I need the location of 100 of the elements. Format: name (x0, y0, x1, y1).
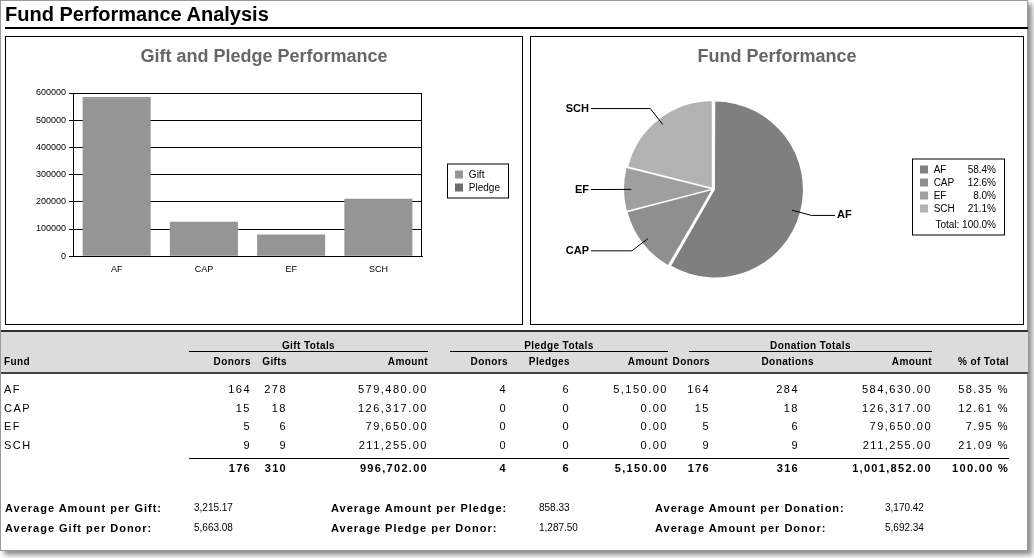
text: 0 (499, 420, 507, 432)
text: 176 (687, 462, 710, 474)
text: 1,287.50 (539, 522, 578, 533)
text: 278 (264, 383, 287, 395)
text: Donors (213, 356, 251, 367)
text: 7.95 % (965, 420, 1009, 432)
text: 126,317.00 (357, 402, 428, 414)
text: % of Total (957, 356, 1009, 367)
text: 579,480.00 (357, 383, 428, 395)
chart-title: Fund Performance (697, 45, 857, 67)
text: 211,255.00 (862, 439, 932, 451)
text: 310 (264, 462, 287, 474)
text: 15 (235, 402, 251, 414)
text: 996,702.00 (359, 462, 428, 474)
text: 0 (562, 420, 570, 432)
text: Pledges (528, 356, 570, 367)
text: 211,255.00 (358, 439, 428, 451)
text: 584,630.00 (861, 383, 932, 395)
x-tick-label: CAP (194, 264, 214, 275)
text: 0.00 (640, 402, 668, 414)
y-tick-label: 100000 (35, 223, 67, 234)
text: 6 (279, 420, 287, 432)
x-tick-label: AF (110, 264, 123, 275)
text: 9 (702, 439, 710, 451)
text: CAP (4, 402, 32, 414)
slice-label: SCH (565, 101, 590, 114)
text: EF (4, 420, 22, 432)
y-tick-label: 500000 (35, 114, 67, 125)
text: 4 (499, 383, 507, 395)
text: Donors (672, 356, 710, 367)
text: 126,317.00 (861, 402, 932, 414)
text: Average Amount per Donation: (655, 502, 845, 514)
text: 18 (271, 402, 287, 414)
text: 6 (562, 462, 570, 474)
text: 9 (243, 439, 251, 451)
text: 5,692.34 (885, 522, 924, 533)
text: 6 (791, 420, 799, 432)
text: Pledge Totals (524, 340, 594, 351)
text: 18 (783, 402, 799, 414)
legend-label: CAP (933, 176, 955, 188)
text: Average Gift per Donor: (5, 522, 153, 534)
text: Donations (761, 356, 814, 367)
y-tick-label: 600000 (35, 87, 67, 98)
slice-label: AF (837, 208, 852, 221)
x-tick-label: EF (285, 264, 298, 275)
text: Average Amount per Gift: (5, 502, 163, 514)
text: Gift Totals (281, 340, 336, 351)
text: 0 (562, 439, 570, 451)
text: 5,150.00 (614, 462, 668, 474)
text: Average Amount per Donor: (655, 522, 827, 534)
slice-label: EF (574, 182, 590, 195)
text: Average Pledge per Donor: (331, 522, 498, 534)
text: Amount (627, 356, 668, 367)
text: Donation Totals (770, 340, 851, 351)
text: 0 (499, 439, 507, 451)
text: 164 (228, 383, 251, 395)
text: 3,170.42 (885, 502, 924, 513)
text: 5,663.08 (194, 522, 233, 533)
text: 0.00 (640, 420, 668, 432)
text: 0 (562, 402, 570, 414)
text: Average Amount per Pledge: (331, 502, 508, 514)
text: 100.00 % (952, 462, 1009, 474)
bar (169, 221, 238, 256)
text: Donors (470, 356, 508, 367)
text: 0.00 (640, 439, 668, 451)
legend-label: EF (933, 189, 947, 201)
text: 6 (562, 383, 570, 395)
text: 79,650.00 (365, 420, 428, 432)
text: Fund Performance Analysis (5, 2, 269, 26)
text: 9 (279, 439, 287, 451)
bar (82, 98, 151, 256)
chart-title: Gift and Pledge Performance (140, 45, 388, 67)
bar (344, 198, 413, 256)
text: 1,001,852.00 (852, 462, 932, 474)
y-tick-label: 0 (61, 250, 67, 261)
y-tick-label: 200000 (35, 196, 67, 207)
text: 5 (243, 420, 251, 432)
text: 3,215.17 (194, 502, 233, 513)
legend-label: AF (933, 163, 947, 175)
text: 4 (499, 462, 507, 474)
text: AF (4, 383, 22, 395)
data-label: 12.6% (967, 176, 996, 188)
text: 58.35 % (958, 383, 1009, 395)
text: Gifts (262, 356, 287, 367)
text: 316 (776, 462, 799, 474)
text: 0 (499, 402, 507, 414)
legend-label: SCH (933, 202, 955, 214)
text: 164 (687, 383, 710, 395)
text: 858.33 (539, 502, 570, 513)
text: 21.09 % (958, 439, 1009, 451)
text: 12.61 % (958, 402, 1009, 414)
text: 9 (791, 439, 799, 451)
text: 15 (694, 402, 710, 414)
legend-label: Gift (468, 168, 485, 180)
bar (257, 234, 326, 256)
text: 5 (702, 420, 710, 432)
text: SCH (4, 439, 32, 451)
x-tick-label: SCH (368, 264, 388, 275)
text: 79,650.00 (869, 420, 932, 432)
data-label: 58.4% (967, 163, 996, 175)
